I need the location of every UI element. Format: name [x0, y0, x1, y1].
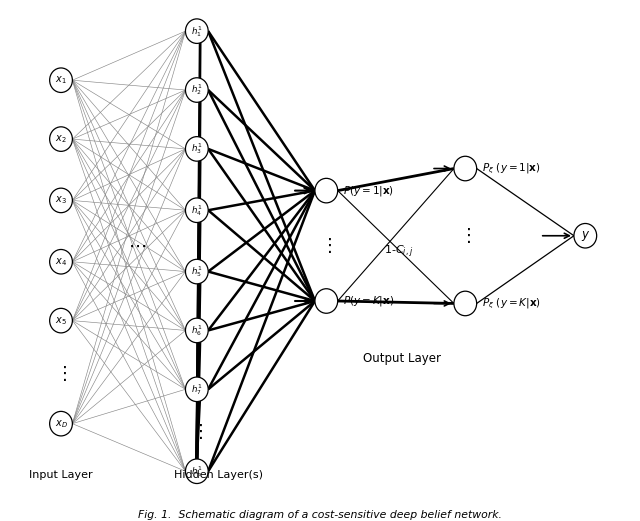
Ellipse shape: [50, 127, 72, 152]
Ellipse shape: [574, 224, 596, 248]
Text: $1$-$C_{i,j}$: $1$-$C_{i,j}$: [385, 244, 413, 260]
Text: $h_6^1$: $h_6^1$: [191, 323, 202, 338]
Ellipse shape: [50, 250, 72, 274]
Text: $P(y=K|\mathbf{x})$: $P(y=K|\mathbf{x})$: [343, 294, 394, 308]
Text: Output Layer: Output Layer: [363, 352, 441, 365]
Ellipse shape: [186, 137, 208, 161]
Text: $\vdots$: $\vdots$: [321, 236, 332, 255]
Ellipse shape: [186, 259, 208, 284]
Text: $h_2^1$: $h_2^1$: [191, 82, 202, 97]
Text: $P(y=1|\mathbf{x})$: $P(y=1|\mathbf{x})$: [343, 183, 394, 197]
Text: $P_\xi\ (y=K|\mathbf{x})$: $P_\xi\ (y=K|\mathbf{x})$: [482, 296, 541, 311]
Ellipse shape: [50, 308, 72, 333]
Text: $x_1$: $x_1$: [55, 75, 67, 86]
Ellipse shape: [315, 289, 338, 313]
Text: $P_\xi\ (y=1|\mathbf{x})$: $P_\xi\ (y=1|\mathbf{x})$: [482, 162, 541, 176]
Ellipse shape: [186, 78, 208, 102]
Text: $y$: $y$: [580, 229, 590, 243]
Ellipse shape: [454, 156, 477, 181]
Text: $x_5$: $x_5$: [55, 315, 67, 327]
Ellipse shape: [186, 198, 208, 222]
Text: $\vdots$: $\vdots$: [460, 226, 471, 245]
Text: $\vdots$: $\vdots$: [55, 364, 67, 382]
Ellipse shape: [186, 459, 208, 483]
Ellipse shape: [315, 178, 338, 203]
Ellipse shape: [50, 68, 72, 93]
Text: $x_4$: $x_4$: [55, 256, 67, 268]
Text: $x_D$: $x_D$: [54, 418, 67, 429]
Text: $x_2$: $x_2$: [55, 133, 67, 145]
Text: Input Layer: Input Layer: [29, 470, 93, 480]
Text: $h_3^1$: $h_3^1$: [191, 142, 202, 156]
Text: $h_1^1$: $h_1^1$: [191, 23, 202, 39]
Text: Hidden Layer(s): Hidden Layer(s): [175, 470, 264, 480]
Ellipse shape: [186, 377, 208, 402]
Text: $\cdots$: $\cdots$: [128, 237, 146, 255]
Ellipse shape: [50, 188, 72, 213]
Text: $h_7^1$: $h_7^1$: [191, 382, 202, 397]
Ellipse shape: [186, 19, 208, 43]
Ellipse shape: [454, 291, 477, 316]
Text: $h_n^1$: $h_n^1$: [191, 464, 202, 479]
Ellipse shape: [186, 318, 208, 343]
Text: $x_3$: $x_3$: [55, 194, 67, 206]
Text: $\vdots$: $\vdots$: [191, 421, 203, 441]
Ellipse shape: [50, 412, 72, 436]
Text: Fig. 1.  Schematic diagram of a cost-sensitive deep belief network.: Fig. 1. Schematic diagram of a cost-sens…: [138, 510, 502, 519]
Text: $h_5^1$: $h_5^1$: [191, 264, 202, 279]
Text: $h_4^1$: $h_4^1$: [191, 203, 202, 218]
